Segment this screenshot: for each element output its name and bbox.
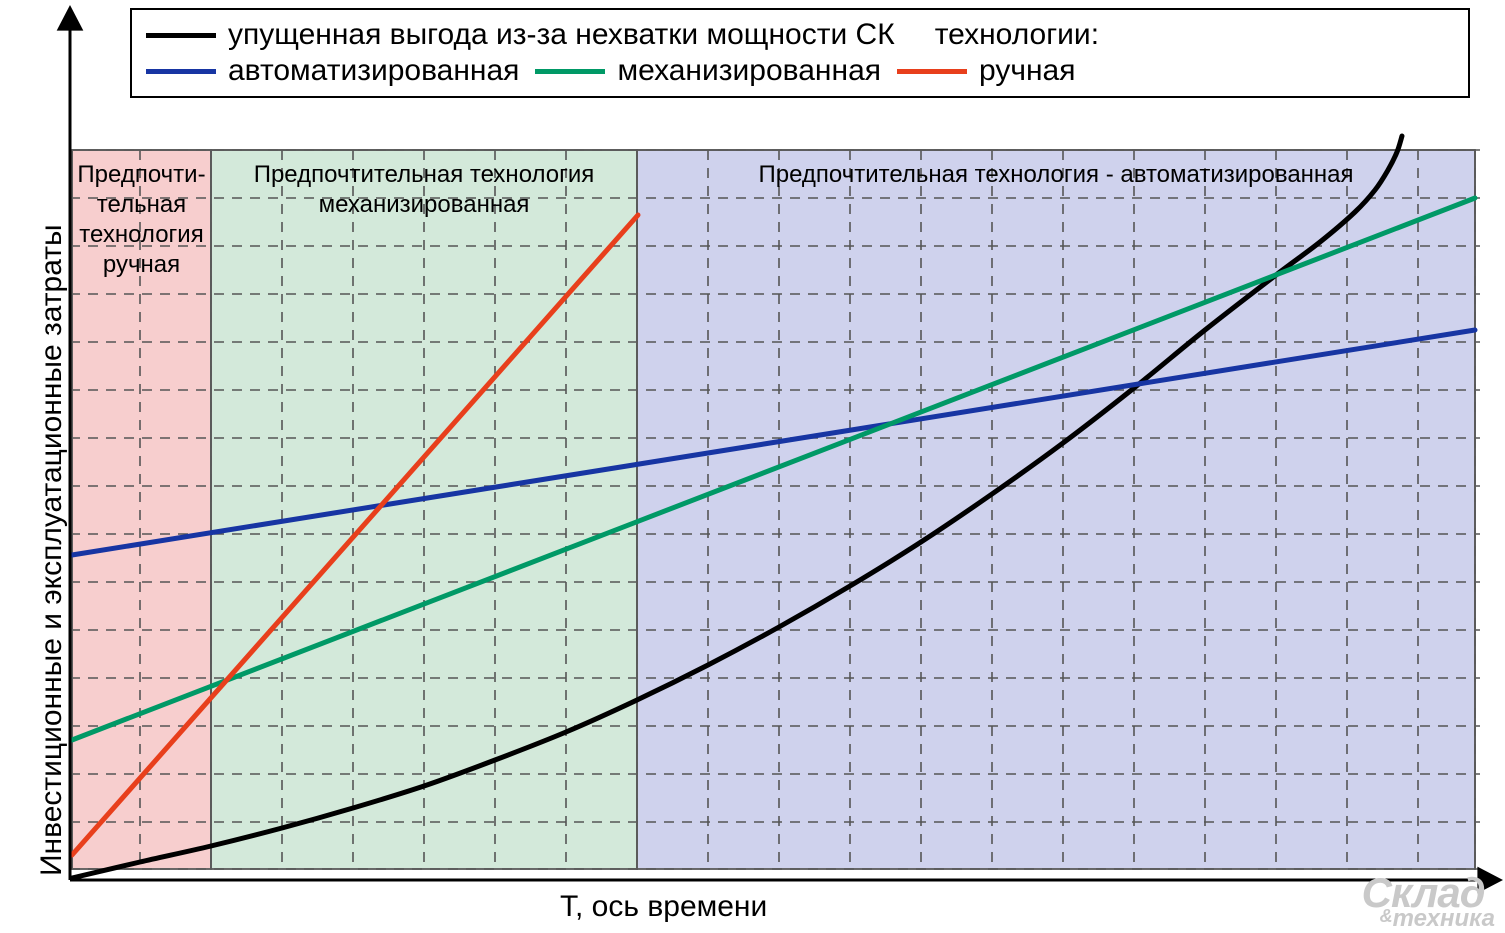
legend-technologies-label: технологии:	[935, 18, 1099, 52]
legend-label-manual: ручная	[979, 54, 1075, 88]
legend-label-mechanized: механизированная	[617, 54, 881, 88]
chart-root: упущенная выгода из-за нехватки мощности…	[0, 0, 1505, 933]
legend-swatch-automated	[146, 69, 216, 74]
x-axis-label: T, ось времени	[560, 890, 767, 924]
legend-item-automated: автоматизированная	[146, 54, 519, 88]
region-label-manual: Предпочти-тельнаятехнологияручная	[72, 160, 211, 280]
legend-item-mechanized: механизированная	[535, 54, 881, 88]
chart-svg	[0, 0, 1505, 933]
legend-label-automated: автоматизированная	[228, 54, 519, 88]
legend-row-1: упущенная выгода из-за нехватки мощности…	[146, 18, 1454, 52]
legend-swatch-mechanized	[535, 69, 605, 74]
legend: упущенная выгода из-за нехватки мощности…	[130, 8, 1470, 98]
legend-swatch-lost-profit	[146, 33, 216, 38]
legend-item-lost-profit: упущенная выгода из-за нехватки мощности…	[146, 18, 895, 52]
legend-label-lost-profit: упущенная выгода из-за нехватки мощности…	[228, 18, 895, 52]
legend-item-manual: ручная	[897, 54, 1075, 88]
legend-row-2: автоматизированная механизированная ручн…	[146, 54, 1454, 88]
region-label-automated: Предпочтительная технология - автоматизи…	[637, 160, 1475, 190]
y-axis-label: Инвестиционные и эксплуатационные затрат…	[35, 224, 69, 876]
legend-swatch-manual	[897, 69, 967, 74]
region-label-mechanized: Предпочтительная технологиямеханизирован…	[211, 160, 637, 220]
